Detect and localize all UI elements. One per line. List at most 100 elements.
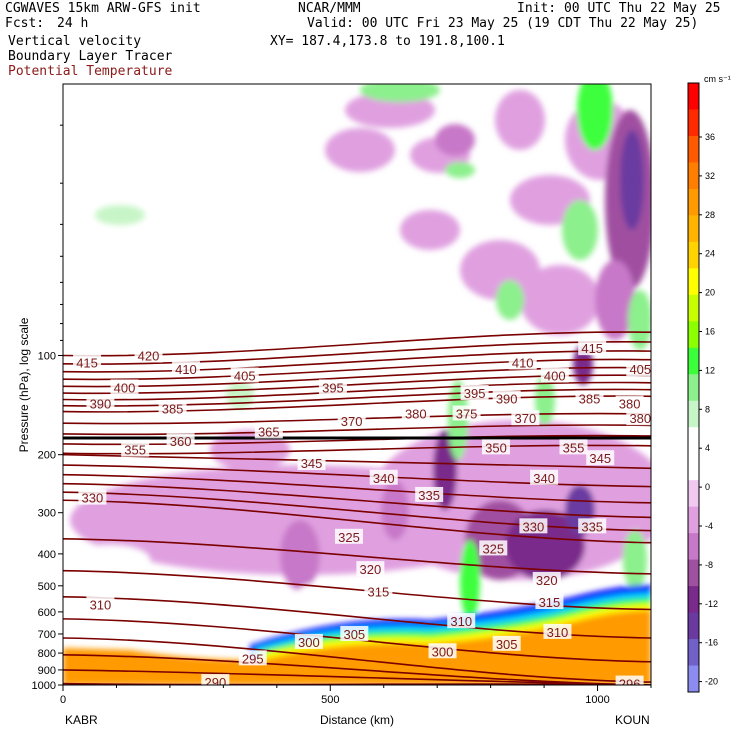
- contour-label: 420: [138, 348, 160, 363]
- contour-label: 315: [539, 595, 561, 610]
- y-axis-title: Pressure (hPa), log scale: [17, 317, 31, 452]
- colorbar-swatch: [688, 347, 699, 375]
- y-tick-label: 200: [38, 450, 56, 462]
- colorbar-swatch: [688, 241, 699, 269]
- y-tick-label: 800: [38, 648, 56, 660]
- colorbar-swatch: [688, 453, 699, 481]
- contour-label: 380: [629, 411, 651, 426]
- theta-contour: [63, 499, 651, 544]
- contour-label-bg: [479, 540, 508, 556]
- field-vertical-velocity: Vertical velocity: [8, 34, 142, 49]
- center-label: NCAR/MMM: [298, 1, 361, 16]
- colorbar-units: cm s⁻¹: [704, 74, 731, 84]
- contour-label: 395: [464, 386, 486, 401]
- contour-label-bg: [428, 643, 457, 659]
- contour-label-bg: [532, 571, 561, 587]
- contour-label: 350: [485, 440, 507, 455]
- contour-label: 405: [234, 368, 256, 383]
- contour-label-bg: [334, 528, 363, 544]
- contour-label-bg: [615, 675, 644, 685]
- contour-label: 405: [629, 362, 651, 377]
- contour-label-bg: [78, 489, 107, 505]
- contour-label: 305: [496, 637, 518, 652]
- colorbar-swatch: [688, 639, 699, 667]
- contour-label-bg: [615, 395, 644, 411]
- colorbar-swatch: [688, 612, 699, 640]
- contour-label: 390: [90, 397, 112, 412]
- contour-label: 415: [76, 355, 98, 370]
- theta-contour: [63, 537, 651, 575]
- valid-time: Valid: 00 UTC Fri 23 May 25 (19 CDT Thu …: [307, 16, 699, 31]
- contour-label: 290: [204, 675, 226, 690]
- colorbar-swatch: [688, 533, 699, 561]
- forecast-hour: 24 h: [57, 16, 89, 31]
- contour-label-bg: [447, 613, 476, 629]
- contour-label-bg: [401, 405, 430, 421]
- theta-contour: [63, 491, 651, 532]
- colorbar-swatch: [688, 268, 699, 296]
- y-tick-label: 600: [38, 607, 56, 619]
- contour-label: 300: [298, 635, 320, 650]
- contour-label-bg: [530, 469, 559, 485]
- contour-label-bg: [511, 410, 540, 426]
- contour-label-bg: [201, 674, 230, 685]
- theta-contour: [63, 340, 651, 365]
- colorbar-swatch: [688, 586, 699, 614]
- contour-label-bg: [340, 625, 369, 641]
- contour-label-bg: [121, 441, 150, 457]
- theta-contour: [63, 395, 651, 413]
- theta-contour: [63, 473, 651, 504]
- contour-label: 335: [581, 519, 603, 534]
- y-tick-label: 700: [38, 629, 56, 641]
- colorbar-label: -20: [705, 677, 718, 687]
- contour-label-bg: [578, 518, 607, 534]
- colorbar-swatch: [688, 480, 699, 508]
- contour-label-bg: [559, 439, 588, 455]
- contour-label-bg: [294, 633, 323, 649]
- colorbar-swatch: [688, 506, 699, 534]
- colorbar-label: -16: [705, 638, 718, 648]
- contour-label: 415: [581, 341, 603, 356]
- x-axis-title: Distance (km): [320, 713, 394, 727]
- contour-label: 340: [533, 471, 555, 486]
- contour-label-bg: [460, 385, 489, 401]
- colorbar: 36 32 28 24 20 16 12 8 4 0 -4 -8 -12 -16 -20: [687, 82, 718, 693]
- contour-label: 310: [547, 625, 569, 640]
- colorbar-frame: [687, 82, 700, 693]
- contour-label-bg: [508, 354, 537, 370]
- colorbar-label: 8: [705, 404, 710, 414]
- contour-label-bg: [171, 361, 200, 377]
- theta-contour: [63, 358, 651, 381]
- contour-label-bg: [492, 635, 521, 651]
- colorbar-swatch: [688, 162, 699, 190]
- contour-label-bg: [230, 367, 259, 383]
- contour-label-bg: [364, 583, 393, 599]
- contour-label-bg: [626, 410, 651, 426]
- contour-label: 365: [258, 424, 280, 439]
- contour-label-bg: [356, 561, 385, 577]
- colorbar-swatch: [688, 83, 699, 110]
- contour-label-bg: [86, 395, 115, 411]
- contour-label: 395: [322, 380, 344, 395]
- contour-label: 325: [338, 530, 360, 545]
- colorbar-label: 0: [705, 482, 710, 492]
- contour-label-bg: [158, 400, 187, 416]
- contour-label: 390: [496, 391, 518, 406]
- contour-label-bg: [73, 354, 102, 370]
- contour-label-bg: [543, 623, 572, 639]
- y-axis: 100 200 300 400 500 600 700 800 900 1000: [32, 124, 63, 692]
- colorbar-label: 16: [705, 327, 715, 337]
- colorbar-swatch: [688, 400, 699, 428]
- theta-contour: [63, 669, 651, 685]
- contour-label-bg: [492, 390, 521, 406]
- model-title: CGWAVES 15km ARW-GFS init: [5, 1, 201, 16]
- colorbar-swatch: [688, 109, 699, 137]
- contour-label-bg: [481, 439, 510, 455]
- forecast-label: Fcst:: [5, 16, 45, 31]
- contour-label-bg: [86, 596, 115, 612]
- theta-contour: [63, 350, 651, 373]
- contour-label-bg: [519, 518, 548, 534]
- contour-label: 295: [242, 651, 264, 666]
- contour-label: 385: [162, 402, 184, 417]
- cross-section-endpoints: XY= 187.4,173.8 to 191.8,100.1: [270, 34, 505, 49]
